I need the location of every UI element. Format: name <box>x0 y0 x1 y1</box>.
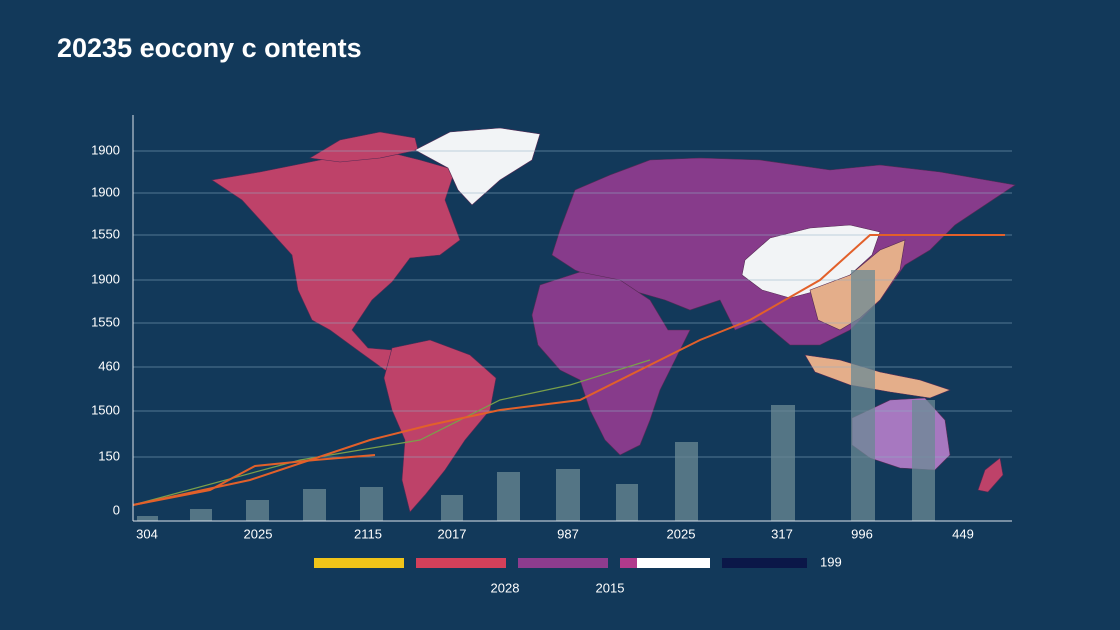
bar <box>851 270 875 521</box>
x-tick-label: 449 <box>952 526 974 541</box>
x-tick-label: 317 <box>771 526 793 541</box>
bar <box>190 509 212 521</box>
bar <box>303 489 326 521</box>
legend: 199 2028 2015 <box>314 554 842 595</box>
bar <box>616 484 638 521</box>
bar <box>771 405 795 521</box>
bar <box>246 500 269 521</box>
orange-line <box>132 234 1005 506</box>
x-tick-label: 2017 <box>438 526 467 541</box>
legend-label: 2015 <box>596 580 625 595</box>
y-tick-label: 0 <box>113 502 120 517</box>
bar <box>497 472 520 521</box>
legend-swatch <box>620 558 637 568</box>
legend-swatch <box>722 558 807 568</box>
y-tick-label: 1500 <box>91 402 120 417</box>
north-america <box>211 149 461 371</box>
bars <box>137 270 935 521</box>
y-tick-label: 150 <box>98 448 120 463</box>
y-tick-label: 1900 <box>91 142 120 157</box>
y-tick-label: 1550 <box>91 314 120 329</box>
y-tick-label: 1900 <box>91 271 120 286</box>
africa <box>531 271 691 456</box>
bar <box>912 400 935 521</box>
south-america <box>383 339 497 513</box>
legend-swatch <box>416 558 506 568</box>
title: 20235 eocony c ontents <box>57 33 362 63</box>
y-tick-label: 1550 <box>91 226 120 241</box>
green-line <box>132 359 651 506</box>
bar <box>441 495 463 521</box>
new-zealand <box>977 457 1004 493</box>
bar <box>675 442 698 521</box>
bar <box>360 487 383 521</box>
lines <box>132 234 1005 506</box>
legend-swatch <box>637 558 710 568</box>
x-tick-label: 2025 <box>667 526 696 541</box>
x-tick-label: 2025 <box>244 526 273 541</box>
x-tick-label: 987 <box>557 526 579 541</box>
y-tick-label: 1900 <box>91 184 120 199</box>
arctic-islands <box>309 131 419 163</box>
x-tick-label: 2115 <box>354 526 382 541</box>
y-tick-label: 460 <box>98 358 120 373</box>
bar <box>556 469 580 521</box>
legend-swatch <box>518 558 608 568</box>
greenland <box>414 127 541 206</box>
x-tick-label: 996 <box>851 526 873 541</box>
bar <box>137 516 158 521</box>
legend-swatch <box>314 558 404 568</box>
legend-label: 199 <box>820 554 842 569</box>
x-tick-label: 304 <box>136 526 158 541</box>
legend-label: 2028 <box>491 580 520 595</box>
